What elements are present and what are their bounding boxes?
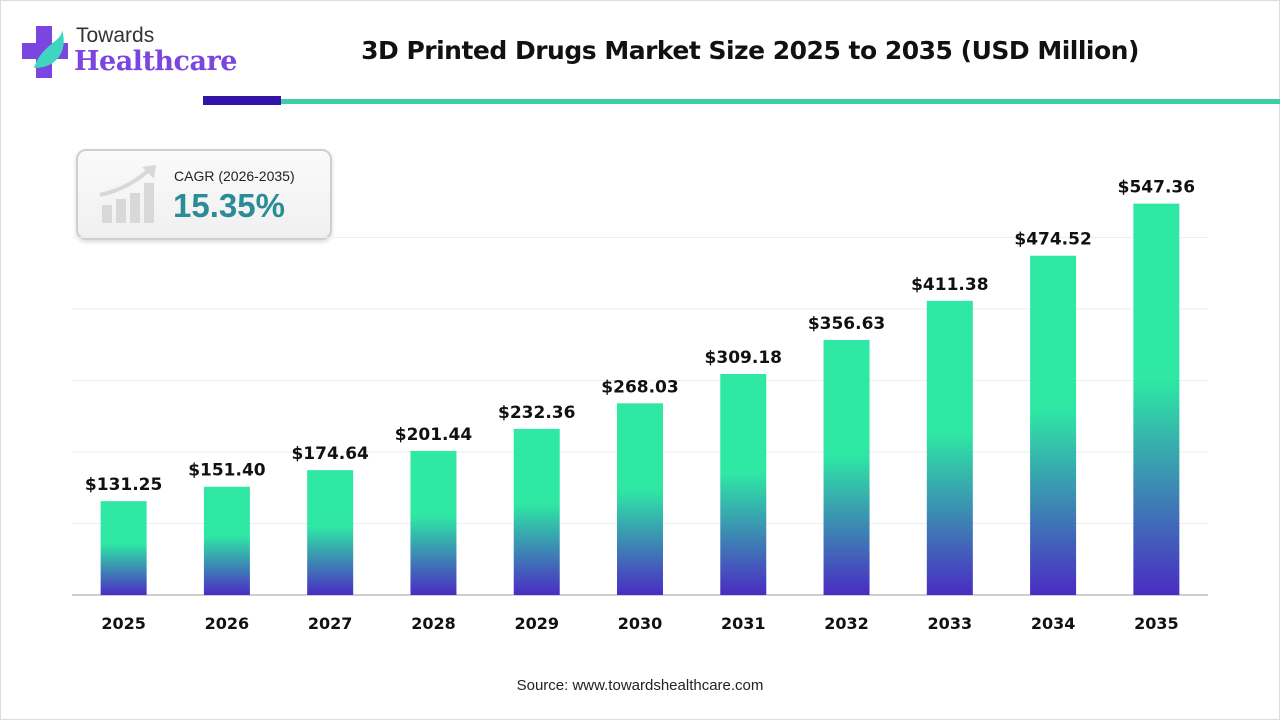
- data-label: $131.25: [85, 475, 162, 495]
- brand-logo: Towards Healthcare: [22, 22, 252, 82]
- accent-divider-dark: [203, 96, 281, 105]
- growth-chart-icon: [99, 165, 156, 223]
- data-label: $151.40: [188, 461, 266, 481]
- data-label: $547.36: [1118, 178, 1195, 198]
- medical-cross-leaf-icon: [22, 26, 68, 78]
- bar: [203, 486, 250, 595]
- x-tick-label: 2032: [824, 614, 869, 633]
- cagr-box: CAGR (2026-2035) 15.35%: [76, 149, 332, 240]
- x-tick-label: 2026: [205, 614, 250, 633]
- data-label: $474.52: [1014, 230, 1091, 250]
- data-label: $411.38: [911, 275, 988, 295]
- x-tick-label: 2034: [1031, 614, 1076, 633]
- bar: [823, 340, 870, 595]
- source-note: Source: www.towardshealthcare.com: [516, 677, 764, 694]
- brand-line1: Towards: [76, 24, 155, 47]
- chart-title: 3D Printed Drugs Market Size 2025 to 203…: [361, 36, 1139, 65]
- bar: [1030, 255, 1077, 595]
- bar: [720, 373, 767, 595]
- data-label: $174.64: [291, 444, 369, 464]
- bar: [307, 470, 354, 595]
- data-label: $201.44: [395, 425, 473, 445]
- data-label: $268.03: [601, 377, 678, 397]
- data-label: $356.63: [808, 314, 885, 334]
- cagr-label: CAGR (2026-2035): [174, 168, 295, 184]
- x-tick-label: 2028: [411, 614, 456, 633]
- x-tick-label: 2025: [101, 614, 146, 633]
- data-label: $309.18: [705, 348, 782, 368]
- x-tick-label: 2029: [514, 614, 559, 633]
- accent-divider-teal: [281, 99, 1280, 104]
- x-tick-label: 2031: [721, 614, 766, 633]
- bar: [617, 403, 663, 595]
- bar: [926, 300, 973, 595]
- bar: [100, 501, 147, 595]
- data-label: $232.36: [498, 403, 575, 423]
- x-tick-label: 2033: [928, 614, 973, 633]
- brand-line2: Healthcare: [74, 46, 237, 77]
- x-tick-label: 2035: [1134, 614, 1179, 633]
- bar: [513, 428, 560, 595]
- cagr-value: 15.35%: [173, 187, 285, 224]
- x-tick-label: 2030: [618, 614, 663, 633]
- x-tick-label: 2027: [308, 614, 353, 633]
- bar: [410, 450, 457, 595]
- bar: [1133, 203, 1180, 595]
